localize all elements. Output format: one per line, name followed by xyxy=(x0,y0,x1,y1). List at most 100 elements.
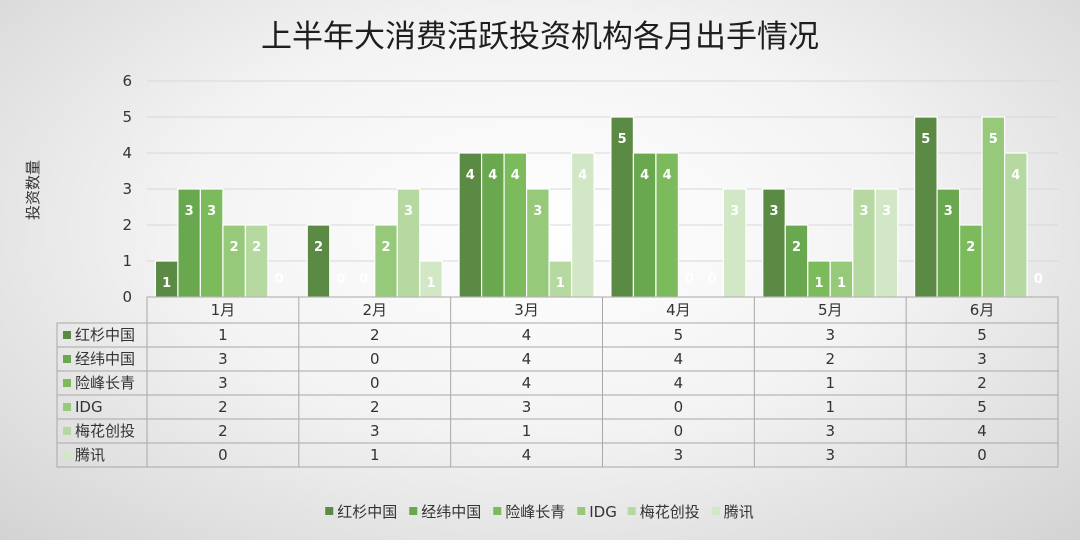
legend-entry: 险峰长青 xyxy=(505,503,565,521)
bar xyxy=(222,224,247,298)
data-label: 3 xyxy=(207,204,216,219)
chart-title: 上半年大消费活跃投资机构各月出手情况 xyxy=(261,19,819,55)
table-cell: 5 xyxy=(674,326,684,344)
legend: 红杉中国 经纬中国 险峰长青 IDG 梅花创投 腾讯 xyxy=(325,503,754,521)
table-cell: 4 xyxy=(522,326,532,344)
data-label: 2 xyxy=(381,240,390,255)
table-cell: 3 xyxy=(218,374,228,392)
data-label: 1 xyxy=(426,276,435,291)
table-header-category: 3月 xyxy=(514,301,539,319)
data-label: 1 xyxy=(556,276,565,291)
table-legend-key xyxy=(63,331,71,339)
y-tick-label: 4 xyxy=(122,144,132,162)
table-header-category: 4月 xyxy=(666,301,691,319)
bar xyxy=(244,224,269,298)
table-cell: 3 xyxy=(674,446,684,464)
table-legend-key xyxy=(63,451,71,459)
legend-entry: 腾讯 xyxy=(724,503,754,521)
data-label: 4 xyxy=(466,168,475,183)
data-label: 0 xyxy=(1034,272,1043,287)
bar xyxy=(374,224,398,298)
table-cell: 0 xyxy=(370,374,380,392)
data-label: 4 xyxy=(511,168,520,183)
data-label: 2 xyxy=(230,240,239,255)
table-cell: 3 xyxy=(825,422,835,440)
data-label: 0 xyxy=(275,272,284,287)
table-cell: 1 xyxy=(825,374,835,392)
data-label: 3 xyxy=(882,204,891,219)
table-cell: 4 xyxy=(977,422,987,440)
table-row-label: 梅花创投 xyxy=(75,422,135,440)
table-cell: 2 xyxy=(370,398,380,416)
table-cell: 2 xyxy=(977,374,987,392)
table-cell: 0 xyxy=(977,446,987,464)
data-label: 5 xyxy=(618,132,627,147)
table-row-label: 险峰长青 xyxy=(75,374,135,392)
bar xyxy=(306,224,331,298)
legend-swatch xyxy=(325,507,334,515)
table-cell: 1 xyxy=(522,422,532,440)
data-label: 0 xyxy=(685,272,694,287)
table-cell: 3 xyxy=(977,350,987,368)
y-tick-label: 6 xyxy=(122,72,132,90)
data-label: 0 xyxy=(336,272,345,287)
table-row-label: IDG xyxy=(75,398,103,416)
data-label: 1 xyxy=(837,276,846,291)
table-row-label: 经纬中国 xyxy=(75,350,135,368)
table-row-label: 腾讯 xyxy=(75,446,105,464)
table-header-category: 5月 xyxy=(818,301,843,319)
table-cell: 4 xyxy=(522,350,532,368)
table-cell: 5 xyxy=(977,326,987,344)
data-label: 2 xyxy=(314,240,323,255)
gridlines xyxy=(147,80,1058,298)
table-cell: 4 xyxy=(522,446,532,464)
table-legend-key xyxy=(63,403,71,411)
table-legend-key xyxy=(63,427,71,435)
y-tick-label: 0 xyxy=(122,288,132,306)
table-cell: 4 xyxy=(522,374,532,392)
data-label: 3 xyxy=(859,204,868,219)
table-cell: 1 xyxy=(370,446,380,464)
table-cell: 0 xyxy=(370,350,380,368)
table-cell: 3 xyxy=(218,350,228,368)
legend-entry: IDG xyxy=(589,503,617,521)
y-tick-label: 2 xyxy=(122,216,132,234)
table-cell: 4 xyxy=(674,374,684,392)
legend-swatch xyxy=(711,507,720,515)
table-header-category: 2月 xyxy=(362,301,387,319)
table-cell: 4 xyxy=(674,350,684,368)
table-cell: 0 xyxy=(218,446,228,464)
legend-entry: 梅花创投 xyxy=(640,503,700,521)
table-legend-key xyxy=(63,379,71,387)
legend-swatch xyxy=(627,507,636,515)
data-label: 3 xyxy=(185,204,194,219)
y-tick-label: 5 xyxy=(122,108,132,126)
data-label: 3 xyxy=(404,204,413,219)
data-label: 3 xyxy=(944,204,953,219)
table-cell: 2 xyxy=(218,398,228,416)
y-tick-label: 1 xyxy=(122,252,132,270)
data-label: 2 xyxy=(966,240,975,255)
legend-entry: 经纬中国 xyxy=(421,503,481,521)
table-cell: 1 xyxy=(218,326,228,344)
y-axis-label: 投资数量 xyxy=(24,160,42,220)
data-label: 4 xyxy=(640,168,649,183)
data-label: 0 xyxy=(359,272,368,287)
data-label: 4 xyxy=(663,168,672,183)
legend-swatch xyxy=(577,507,586,515)
legend-swatch xyxy=(493,507,502,515)
table-cell: 3 xyxy=(825,446,835,464)
table-cell: 2 xyxy=(825,350,835,368)
table-cell: 1 xyxy=(825,398,835,416)
table-row-label: 红杉中国 xyxy=(75,326,135,344)
data-label: 2 xyxy=(792,240,801,255)
y-tick-label: 3 xyxy=(122,180,132,198)
table-cell: 0 xyxy=(674,422,684,440)
data-label: 3 xyxy=(769,204,778,219)
table-cell: 3 xyxy=(370,422,380,440)
data-label: 4 xyxy=(1011,168,1020,183)
data-label: 0 xyxy=(708,272,717,287)
